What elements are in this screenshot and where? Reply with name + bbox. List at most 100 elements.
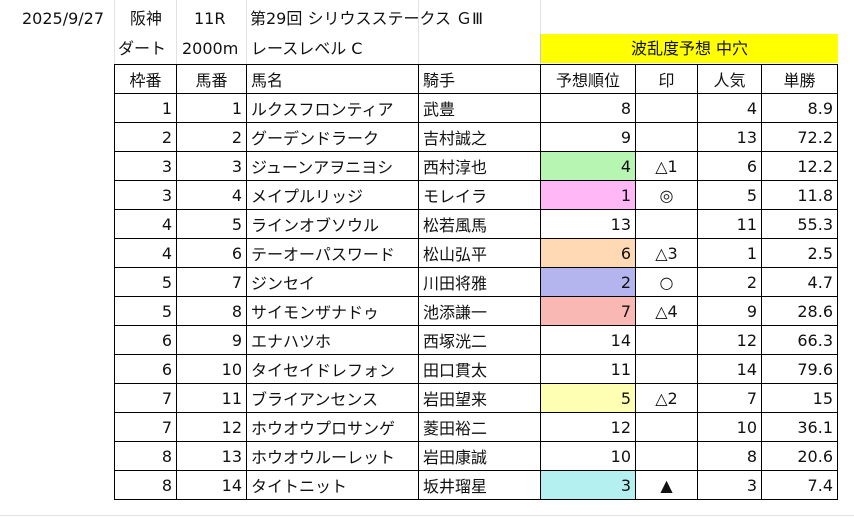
cell-umaban[interactable]: 1 <box>176 93 247 123</box>
cell-popularity[interactable]: 11 <box>697 209 762 239</box>
cell-horse-name[interactable]: メイプルリッジ <box>246 180 419 210</box>
cell-predicted-rank[interactable]: 7 <box>540 296 636 326</box>
cell-popularity[interactable]: 13 <box>697 122 762 152</box>
cell-horse-name[interactable]: ジューンアヲニヨシ <box>246 151 419 181</box>
cell-mark[interactable] <box>635 122 698 152</box>
header-waku[interactable]: 枠番 <box>114 64 177 94</box>
cell-predicted-rank[interactable]: 10 <box>540 441 636 471</box>
race-number[interactable]: 11R <box>194 9 226 28</box>
race-date[interactable]: 2025/9/27 <box>22 9 105 28</box>
cell-umaban[interactable]: 9 <box>176 325 247 355</box>
cell-predicted-rank[interactable]: 2 <box>540 267 636 297</box>
cell-jockey[interactable]: 西塚洸二 <box>418 325 541 355</box>
cell-horse-name[interactable]: ジンセイ <box>246 267 419 297</box>
cell-predicted-rank[interactable]: 1 <box>540 180 636 210</box>
cell-popularity[interactable]: 14 <box>697 354 762 384</box>
cell-jockey[interactable]: 岩田望来 <box>418 383 541 413</box>
cell-umaban[interactable]: 8 <box>176 296 247 326</box>
cell-popularity[interactable]: 6 <box>697 151 762 181</box>
header-jockey[interactable]: 騎手 <box>418 64 541 94</box>
cell-mark[interactable]: ▲ <box>635 470 698 500</box>
cell-mark[interactable] <box>635 354 698 384</box>
cell-waku[interactable]: 8 <box>114 441 177 471</box>
cell-mark[interactable]: ◎ <box>635 180 698 210</box>
cell-predicted-rank[interactable]: 11 <box>540 354 636 384</box>
cell-popularity[interactable]: 3 <box>697 470 762 500</box>
cell-mark[interactable] <box>635 441 698 471</box>
cell-jockey[interactable]: 武豊 <box>418 93 541 123</box>
cell-umaban[interactable]: 3 <box>176 151 247 181</box>
cell-mark[interactable] <box>635 209 698 239</box>
volatility-prediction[interactable]: 波乱度予想 中穴 <box>540 34 838 63</box>
cell-waku[interactable]: 4 <box>114 209 177 239</box>
cell-win-odds[interactable]: 7.4 <box>761 470 838 500</box>
cell-jockey[interactable]: 松若風馬 <box>418 209 541 239</box>
cell-umaban[interactable]: 14 <box>176 470 247 500</box>
cell-win-odds[interactable]: 12.2 <box>761 151 838 181</box>
cell-win-odds[interactable]: 28.6 <box>761 296 838 326</box>
cell-umaban[interactable]: 4 <box>176 180 247 210</box>
cell-predicted-rank[interactable]: 14 <box>540 325 636 355</box>
cell-jockey[interactable]: 菱田裕二 <box>418 412 541 442</box>
cell-waku[interactable]: 5 <box>114 267 177 297</box>
cell-popularity[interactable]: 10 <box>697 412 762 442</box>
cell-umaban[interactable]: 13 <box>176 441 247 471</box>
race-name[interactable]: 第29回 シリウスステークス ＧⅢ <box>250 9 484 28</box>
cell-predicted-rank[interactable]: 9 <box>540 122 636 152</box>
cell-win-odds[interactable]: 55.3 <box>761 209 838 239</box>
cell-umaban[interactable]: 11 <box>176 383 247 413</box>
cell-umaban[interactable]: 2 <box>176 122 247 152</box>
cell-jockey[interactable]: 田口貫太 <box>418 354 541 384</box>
cell-mark[interactable]: △3 <box>635 238 698 268</box>
cell-win-odds[interactable]: 15 <box>761 383 838 413</box>
cell-waku[interactable]: 7 <box>114 412 177 442</box>
cell-popularity[interactable]: 1 <box>697 238 762 268</box>
header-mark[interactable]: 印 <box>635 64 698 94</box>
cell-win-odds[interactable]: 20.6 <box>761 441 838 471</box>
cell-horse-name[interactable]: タイトニット <box>246 470 419 500</box>
header-horse-name[interactable]: 馬名 <box>246 64 419 94</box>
cell-jockey[interactable]: 坂井瑠星 <box>418 470 541 500</box>
cell-mark[interactable]: △2 <box>635 383 698 413</box>
cell-predicted-rank[interactable]: 4 <box>540 151 636 181</box>
cell-waku[interactable]: 3 <box>114 151 177 181</box>
cell-waku[interactable]: 5 <box>114 296 177 326</box>
cell-waku[interactable]: 6 <box>114 325 177 355</box>
cell-umaban[interactable]: 6 <box>176 238 247 268</box>
cell-umaban[interactable]: 12 <box>176 412 247 442</box>
cell-waku[interactable]: 2 <box>114 122 177 152</box>
cell-predicted-rank[interactable]: 6 <box>540 238 636 268</box>
cell-horse-name[interactable]: ホウオウプロサンゲ <box>246 412 419 442</box>
cell-waku[interactable]: 3 <box>114 180 177 210</box>
cell-mark[interactable] <box>635 93 698 123</box>
cell-jockey[interactable]: 吉村誠之 <box>418 122 541 152</box>
cell-horse-name[interactable]: ラインオブソウル <box>246 209 419 239</box>
cell-mark[interactable]: ○ <box>635 267 698 297</box>
cell-jockey[interactable]: 池添謙一 <box>418 296 541 326</box>
cell-predicted-rank[interactable]: 5 <box>540 383 636 413</box>
cell-horse-name[interactable]: サイモンザナドゥ <box>246 296 419 326</box>
cell-popularity[interactable]: 8 <box>697 441 762 471</box>
cell-horse-name[interactable]: エナハツホ <box>246 325 419 355</box>
race-distance[interactable]: 2000m <box>182 39 239 58</box>
cell-jockey[interactable]: 西村淳也 <box>418 151 541 181</box>
race-venue[interactable]: 阪神 <box>130 9 163 28</box>
cell-predicted-rank[interactable]: 8 <box>540 93 636 123</box>
cell-popularity[interactable]: 5 <box>697 180 762 210</box>
header-umaban[interactable]: 馬番 <box>176 64 247 94</box>
cell-waku[interactable]: 4 <box>114 238 177 268</box>
cell-horse-name[interactable]: テーオーパスワード <box>246 238 419 268</box>
cell-mark[interactable]: △4 <box>635 296 698 326</box>
cell-win-odds[interactable]: 2.5 <box>761 238 838 268</box>
cell-win-odds[interactable]: 66.3 <box>761 325 838 355</box>
cell-win-odds[interactable]: 36.1 <box>761 412 838 442</box>
cell-horse-name[interactable]: タイセイドレフォン <box>246 354 419 384</box>
cell-popularity[interactable]: 2 <box>697 267 762 297</box>
cell-win-odds[interactable]: 4.7 <box>761 267 838 297</box>
cell-jockey[interactable]: 川田将雅 <box>418 267 541 297</box>
header-popularity[interactable]: 人気 <box>697 64 762 94</box>
cell-horse-name[interactable]: ルクスフロンティア <box>246 93 419 123</box>
cell-popularity[interactable]: 12 <box>697 325 762 355</box>
cell-win-odds[interactable]: 72.2 <box>761 122 838 152</box>
cell-popularity[interactable]: 7 <box>697 383 762 413</box>
